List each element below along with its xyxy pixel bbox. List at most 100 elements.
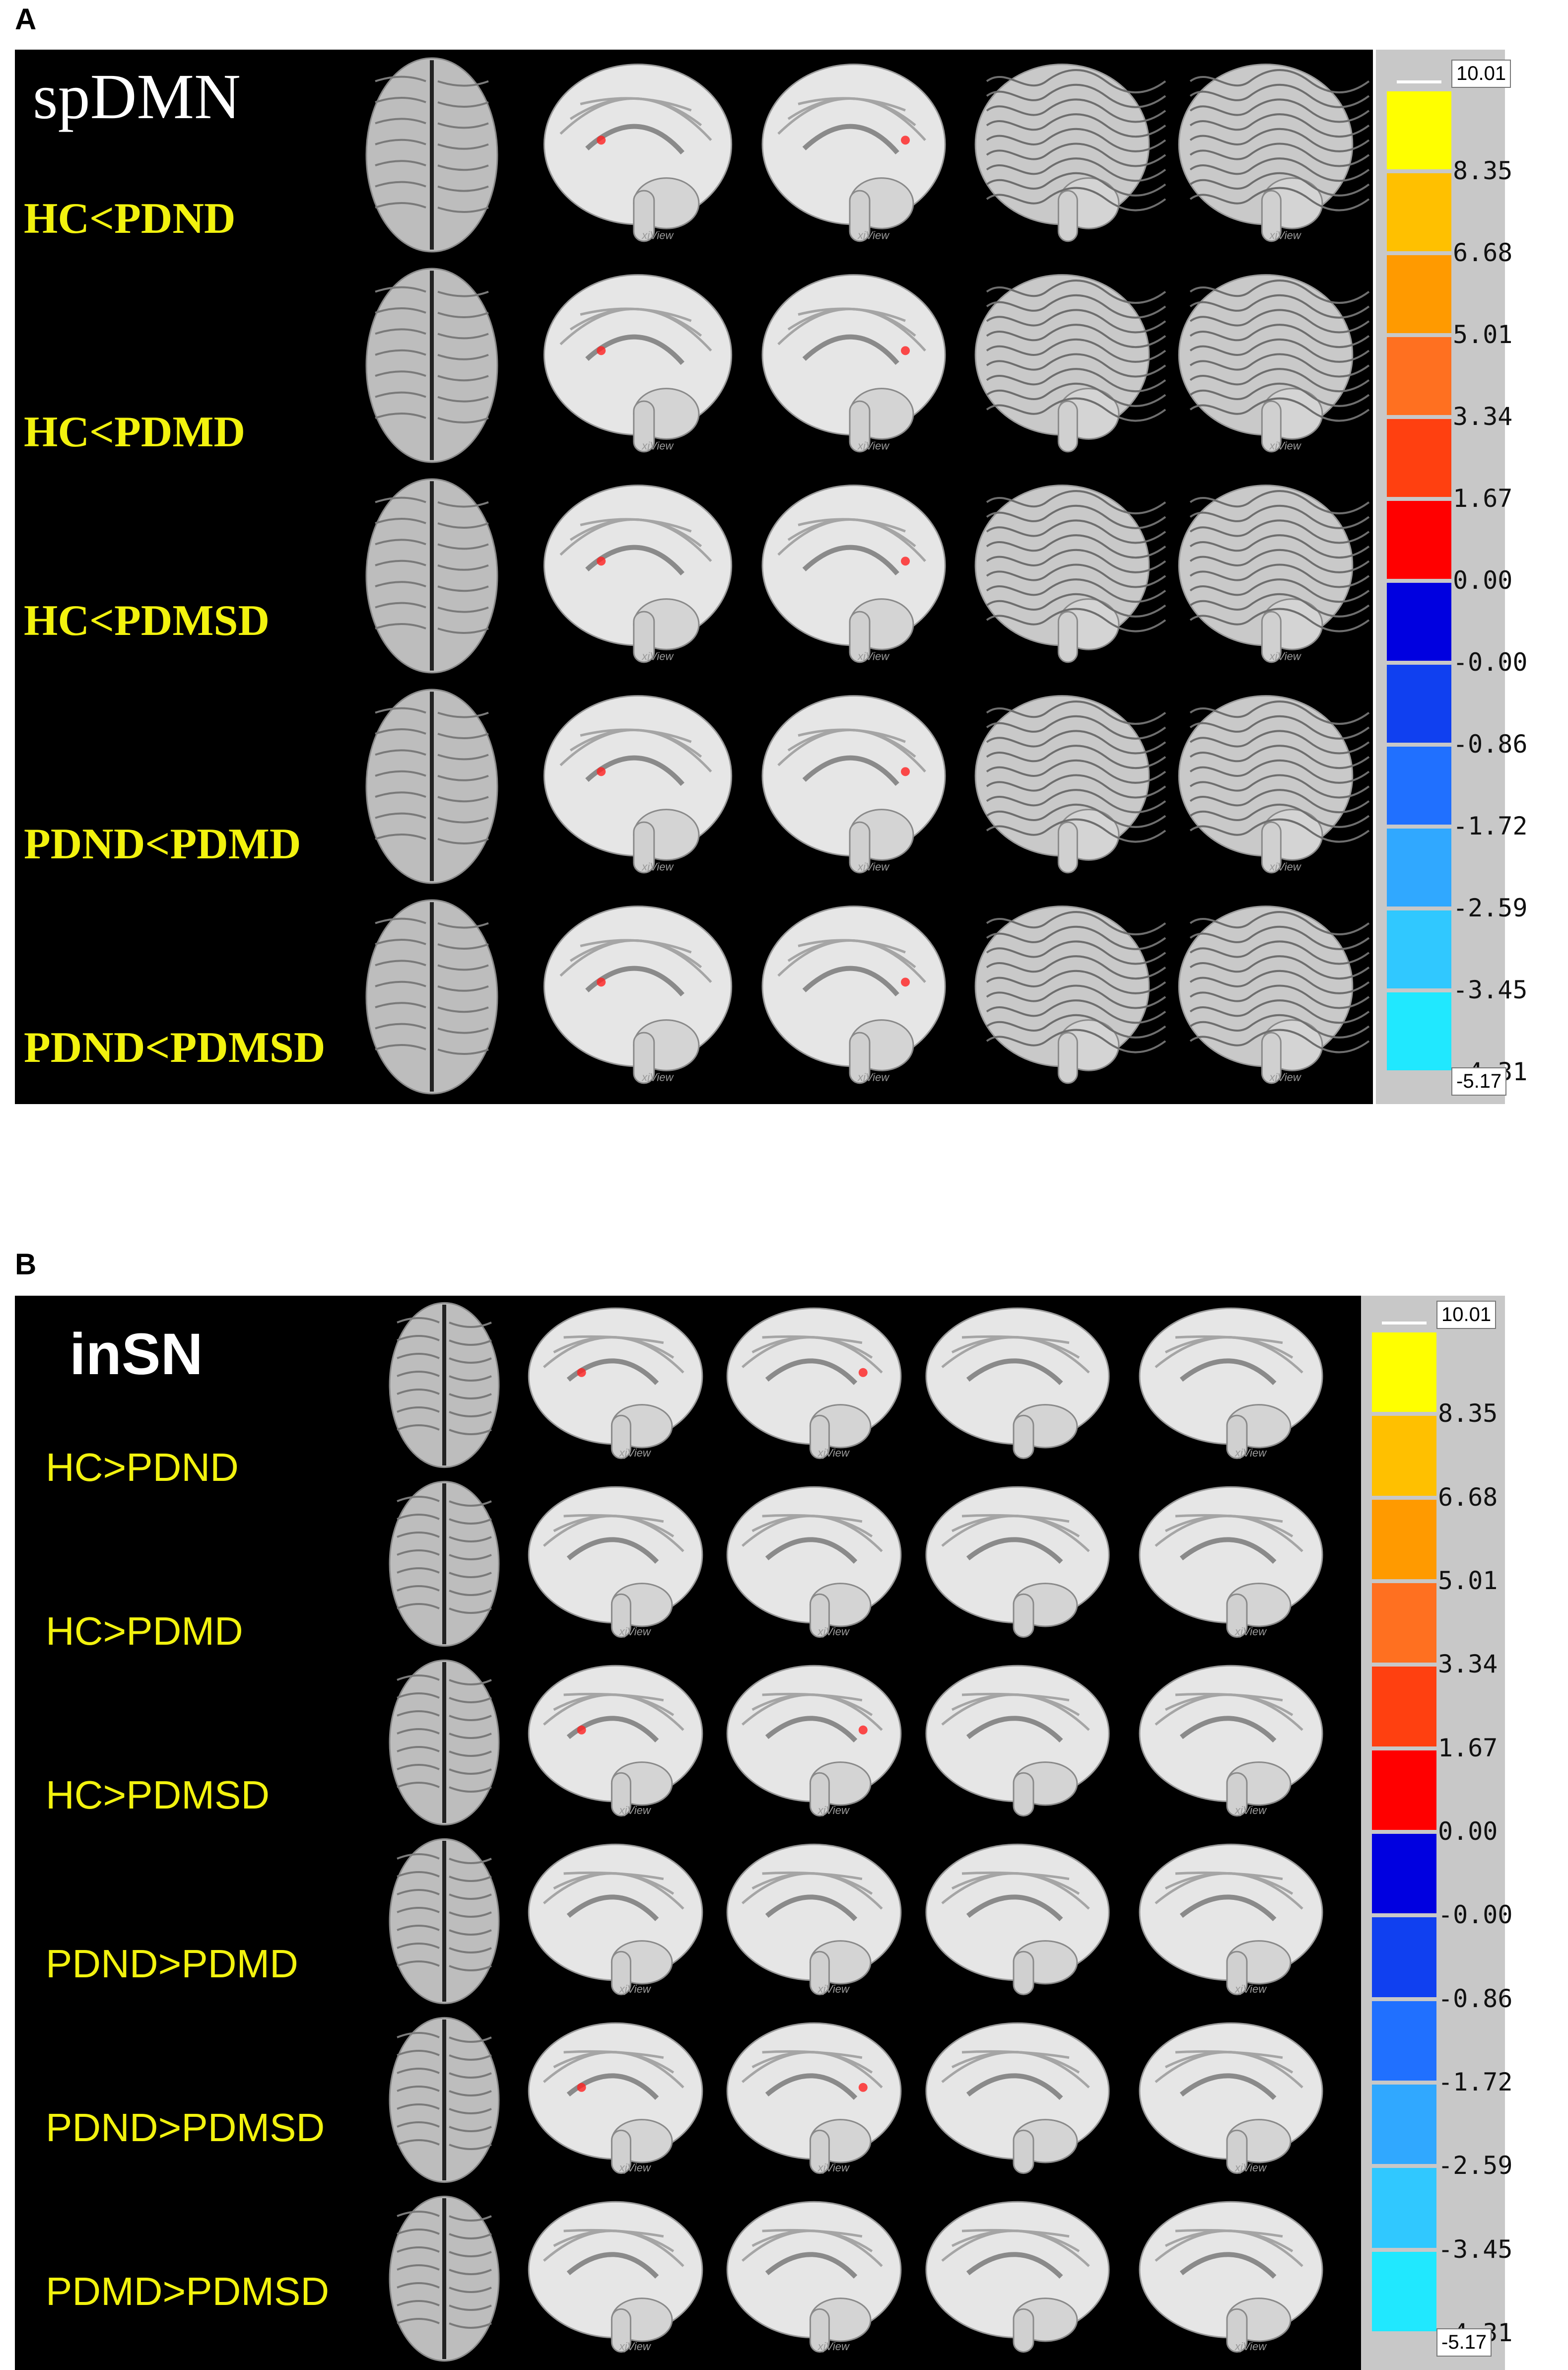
brain-view: xjView — [1178, 695, 1370, 874]
xjview-watermark: xjView — [1269, 229, 1302, 242]
brain-view: xjView — [1139, 2201, 1323, 2353]
brain-view — [925, 2201, 1110, 2353]
colorbar-top-marker — [1397, 80, 1441, 83]
colorbar-swatch — [1387, 501, 1451, 579]
xjview-watermark: xjView — [818, 1983, 850, 1995]
brain-map-panel-a: spDMN xjView xjView xjView xjView xjView xjVi… — [15, 50, 1373, 1104]
colorbar-tick-label: -0.00 — [1453, 648, 1528, 677]
brain-view: xjView — [1139, 1307, 1323, 1460]
brain-view: xjView — [726, 1486, 902, 1638]
brain-view — [365, 268, 498, 463]
brain-view — [389, 1838, 500, 2005]
xjview-watermark: xjView — [641, 1071, 674, 1084]
xjview-watermark: xjView — [619, 1804, 652, 1816]
brain-view: xjView — [528, 1307, 703, 1460]
brain-renders: xjView xjView xjView xjView xjView xjView xjVi… — [389, 1302, 1323, 2362]
xjview-watermark: xjView — [818, 2340, 850, 2353]
comparison-label: PDND>PDMD — [46, 1942, 298, 1986]
xjview-watermark: xjView — [857, 1071, 890, 1084]
brain-view: xjView — [726, 1307, 902, 1460]
brain-view: xjView — [726, 2022, 902, 2174]
brain-image-grid: xjView xjView xjView xjView xjView xjView xjVi… — [347, 50, 1373, 1104]
brain-view — [974, 695, 1166, 874]
colorbar-swatch — [1372, 1667, 1436, 1746]
brain-view — [974, 485, 1166, 663]
xjview-watermark: xjView — [818, 1625, 850, 1638]
colorbar-top-marker — [1382, 1322, 1427, 1324]
colorbar-tick-label: 1.67 — [1453, 484, 1513, 513]
comparison-label: HC<PDMD — [24, 408, 246, 456]
comparison-label: HC<PDMSD — [24, 597, 270, 645]
colorbar-tick-label: 1.67 — [1438, 1733, 1498, 1762]
brain-view: xjView — [543, 485, 733, 663]
colorbar-swatch — [1372, 1917, 1436, 1997]
brain-view — [925, 1307, 1110, 1460]
brain-view: xjView — [726, 1665, 902, 1817]
brain-view: xjView — [726, 1843, 902, 1996]
comparison-label: PDND<PDMD — [24, 820, 301, 868]
xjview-watermark: xjView — [619, 2161, 652, 2174]
brain-view — [389, 1659, 500, 1826]
colorbar-swatch — [1372, 1416, 1436, 1496]
xjview-watermark: xjView — [619, 1447, 652, 1459]
colorbar-swatch — [1387, 419, 1451, 497]
colorbar-swatch — [1387, 583, 1451, 661]
brain-view — [365, 689, 498, 884]
colorbar-tick-label: 8.35 — [1438, 1399, 1498, 1428]
xjview-watermark: xjView — [1234, 1804, 1267, 1816]
xjview-watermark: xjView — [1234, 2161, 1267, 2174]
colorbar-swatch — [1372, 1750, 1436, 1830]
brain-view: xjView — [1178, 274, 1370, 453]
colorbar-swatch — [1372, 2168, 1436, 2248]
xjview-watermark: xjView — [641, 650, 674, 663]
colorbar-tick-label: 3.34 — [1453, 402, 1513, 431]
brain-view — [389, 2017, 500, 2183]
comparison-label: PDND>PDMSD — [46, 2105, 325, 2150]
brain-view: xjView — [1178, 485, 1370, 663]
colorbar-tick-label: -3.45 — [1438, 2234, 1513, 2264]
colorbar-swatch — [1372, 2001, 1436, 2081]
xjview-watermark: xjView — [818, 1804, 850, 1816]
brain-view: xjView — [726, 2201, 902, 2353]
xjview-watermark: xjView — [1234, 1625, 1267, 1638]
brain-view: xjView — [1139, 1486, 1323, 1638]
colorbar-swatch — [1387, 91, 1451, 169]
colorbar-swatch — [1387, 337, 1451, 415]
colorbar-max-label: 10.01 — [1451, 60, 1511, 88]
brain-view: xjView — [1178, 64, 1370, 242]
brain-view — [974, 906, 1166, 1084]
colorbar-tick-label: -2.59 — [1453, 894, 1528, 922]
brain-view: xjView — [528, 1486, 703, 1638]
colorbar-tick-label: -3.45 — [1453, 976, 1528, 1004]
colorbar-swatch — [1372, 2251, 1436, 2331]
brain-view: xjView — [761, 695, 946, 874]
colorbar-tick-label: 5.01 — [1438, 1566, 1498, 1595]
xjview-watermark: xjView — [1234, 2340, 1267, 2353]
brain-view — [365, 478, 498, 674]
colorbar-swatch — [1387, 910, 1451, 988]
brain-view — [365, 57, 498, 253]
brain-view: xjView — [528, 2022, 703, 2174]
brain-view — [365, 899, 498, 1095]
colorbar-tick-label: 6.68 — [1453, 238, 1513, 267]
brain-view: xjView — [1139, 1843, 1323, 1996]
brain-view: xjView — [543, 274, 733, 453]
xjview-watermark: xjView — [1234, 1983, 1267, 1995]
brain-view: xjView — [761, 485, 946, 663]
colorbar-tick-label: -1.72 — [1438, 2068, 1513, 2096]
brain-view — [389, 1302, 500, 1468]
comparison-label: PDND<PDMSD — [24, 1024, 326, 1072]
xjview-watermark: xjView — [857, 861, 890, 873]
brain-view — [389, 2195, 500, 2362]
brain-view: xjView — [1139, 1665, 1323, 1817]
colorbar-min-label: -5.17 — [1451, 1067, 1507, 1096]
xjview-watermark: xjView — [641, 440, 674, 452]
brain-view: xjView — [543, 906, 733, 1084]
colorbar-tick-label: 8.35 — [1453, 156, 1513, 185]
xjview-watermark: xjView — [1234, 1447, 1267, 1459]
xjview-watermark: xjView — [641, 861, 674, 873]
colorbar-swatch — [1372, 1583, 1436, 1663]
brain-view — [925, 1843, 1110, 1996]
colorbar-swatch — [1387, 747, 1451, 825]
xjview-watermark: xjView — [1269, 861, 1302, 873]
